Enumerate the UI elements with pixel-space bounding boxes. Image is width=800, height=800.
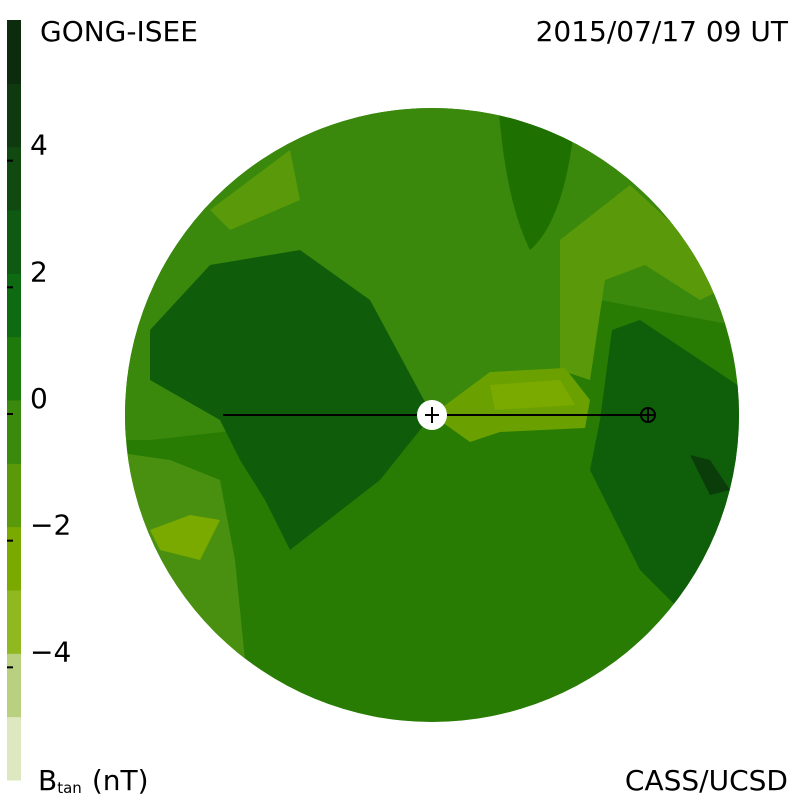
map-region	[210, 150, 300, 230]
chart-title: GONG-ISEE	[40, 15, 198, 48]
colorbar-band	[7, 210, 21, 274]
earth-cross	[640, 407, 656, 423]
chart-subtitle: 2015/07/17 09 UT	[536, 15, 789, 48]
map-region	[490, 380, 575, 410]
label-subscript: tan	[57, 779, 82, 797]
label-symbol: B	[38, 764, 57, 797]
map-region	[498, 108, 575, 250]
colorbar-band	[7, 590, 21, 654]
colorbar-band	[7, 653, 21, 718]
map-region	[150, 515, 220, 560]
colorbar-tick-label: 4	[30, 129, 48, 162]
colorbar-band	[7, 336, 21, 401]
map-region	[690, 455, 730, 495]
colorbar-band	[7, 463, 21, 528]
colorbar-band	[7, 716, 21, 781]
colorbar-tick-label: −4	[30, 635, 71, 668]
map-region	[150, 250, 432, 550]
colorbar-band	[7, 146, 21, 211]
colorbar-band	[7, 83, 21, 148]
colorbar-tick-label: −2	[30, 509, 71, 542]
label-unit: (nT)	[92, 764, 149, 797]
colorbar-label: Btan (nT)	[38, 764, 149, 797]
colorbar-band	[7, 20, 21, 84]
credit: CASS/UCSD	[625, 764, 788, 797]
colorbar-band	[7, 400, 21, 464]
colorbar-tick-label: 0	[30, 382, 48, 415]
colorbar-band	[7, 273, 21, 338]
colorbar-band	[7, 526, 21, 591]
colorbar-tick-label: 2	[30, 255, 48, 288]
sun-cross	[425, 407, 439, 423]
